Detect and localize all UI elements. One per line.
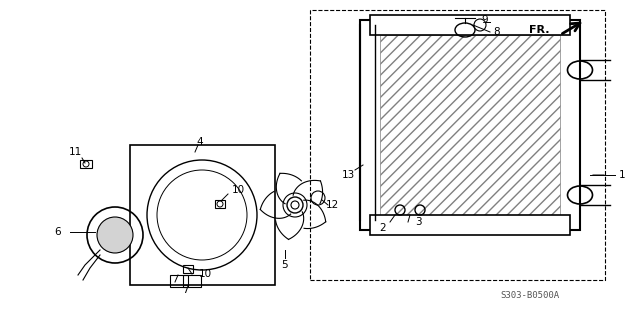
Bar [360, 20, 580, 230]
Text: 1: 1 [619, 170, 625, 180]
Text: 4: 4 [197, 137, 204, 147]
Text: 7: 7 [182, 285, 188, 295]
Bar [370, 215, 570, 235]
Bar [310, 10, 605, 280]
Text: FR.: FR. [529, 25, 550, 35]
Bar [215, 200, 225, 208]
Bar [170, 275, 188, 287]
Bar [183, 275, 201, 287]
Circle shape [291, 201, 299, 209]
Bar [80, 160, 92, 168]
Bar [380, 35, 560, 215]
Text: 8: 8 [494, 27, 500, 37]
Bar [183, 265, 193, 273]
Circle shape [474, 19, 486, 31]
Text: 9: 9 [482, 15, 488, 25]
Bar [130, 145, 275, 285]
Text: 2: 2 [380, 223, 386, 233]
Text: S303-B0500A: S303-B0500A [500, 291, 560, 300]
Text: 10: 10 [198, 269, 212, 279]
Text: 11: 11 [68, 147, 82, 157]
Text: 6: 6 [55, 227, 61, 237]
Text: 5: 5 [281, 260, 288, 270]
Text: 13: 13 [341, 170, 354, 180]
Bar [370, 15, 570, 35]
Text: 10: 10 [231, 185, 245, 195]
Circle shape [287, 197, 303, 213]
Text: 3: 3 [415, 217, 422, 227]
Text: 12: 12 [325, 200, 339, 210]
Circle shape [97, 217, 133, 253]
